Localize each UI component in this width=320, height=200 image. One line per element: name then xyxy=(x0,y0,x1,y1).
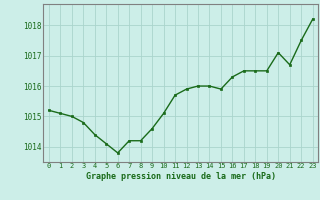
X-axis label: Graphe pression niveau de la mer (hPa): Graphe pression niveau de la mer (hPa) xyxy=(86,172,276,181)
